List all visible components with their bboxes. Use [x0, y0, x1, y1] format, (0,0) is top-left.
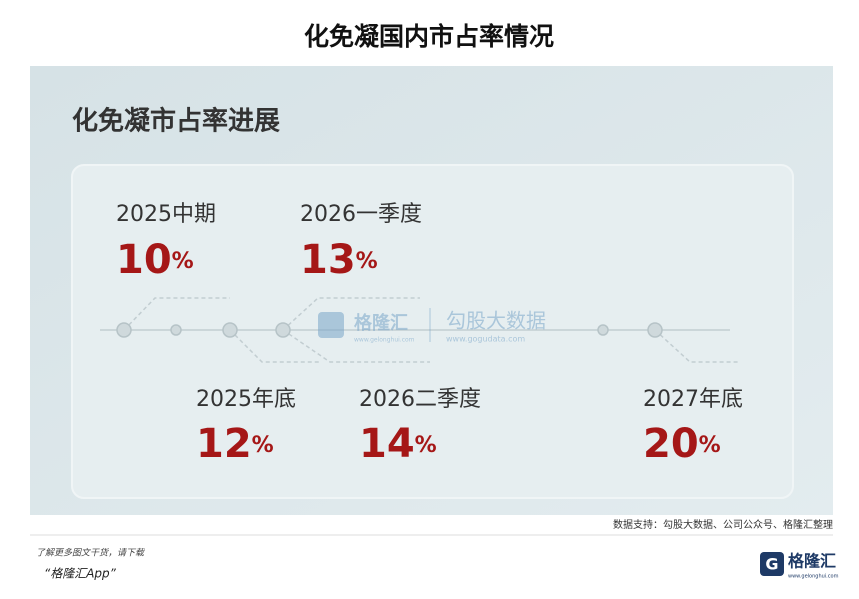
watermark: 格隆汇 www.gelonghui.com 勾股大数据 www.gogudata…: [318, 308, 546, 344]
watermark-partner: 勾股大数据: [446, 309, 546, 333]
milestone: 2025年底 12%: [196, 387, 296, 467]
svg-text:G: G: [765, 555, 778, 574]
share: 10%: [116, 237, 194, 283]
promo-app: “格隆汇App”: [44, 567, 117, 581]
unit: %: [252, 433, 274, 458]
card: [71, 164, 794, 499]
milestone: 2025中期 10%: [116, 202, 216, 283]
share: 12%: [196, 421, 274, 467]
milestone: 2027年底 20%: [643, 387, 743, 467]
card-title: 化免凝市占率进展: [72, 106, 280, 137]
milestone: 2026一季度 13%: [300, 202, 422, 283]
source: 数据支持：勾股大数据、公司公众号、格隆汇整理: [613, 518, 833, 531]
period: 2026一季度: [300, 202, 422, 227]
timeline: [100, 297, 740, 363]
watermark-brand-url: www.gelonghui.com: [354, 337, 415, 344]
period: 2025中期: [116, 202, 216, 227]
unit: %: [356, 249, 378, 274]
promo: 了解更多图文干货，请下载: [36, 548, 145, 559]
unit: %: [415, 433, 437, 458]
value: 10: [116, 237, 172, 283]
period: 2026二季度: [359, 387, 481, 412]
value: 14: [359, 421, 415, 467]
period: 2027年底: [643, 387, 743, 412]
unit: %: [699, 433, 721, 458]
milestone: 2026二季度 14%: [359, 387, 481, 467]
share: 13%: [300, 237, 378, 283]
share: 14%: [359, 421, 437, 467]
value: 12: [196, 421, 252, 467]
watermark-brand: 格隆汇: [354, 312, 408, 334]
logo-url: www.gelonghui.com: [788, 574, 839, 580]
logo-text: 格隆汇: [788, 552, 836, 571]
page-title: 化免凝国内市占率情况: [304, 22, 554, 51]
share: 20%: [643, 421, 721, 467]
footer-logo: G 格隆汇 www.gelonghui.com: [760, 552, 839, 580]
value: 20: [643, 421, 699, 467]
unit: %: [172, 249, 194, 274]
watermark-partner-url: www.gogudata.com: [446, 335, 525, 344]
value: 13: [300, 237, 356, 283]
period: 2025年底: [196, 387, 296, 412]
